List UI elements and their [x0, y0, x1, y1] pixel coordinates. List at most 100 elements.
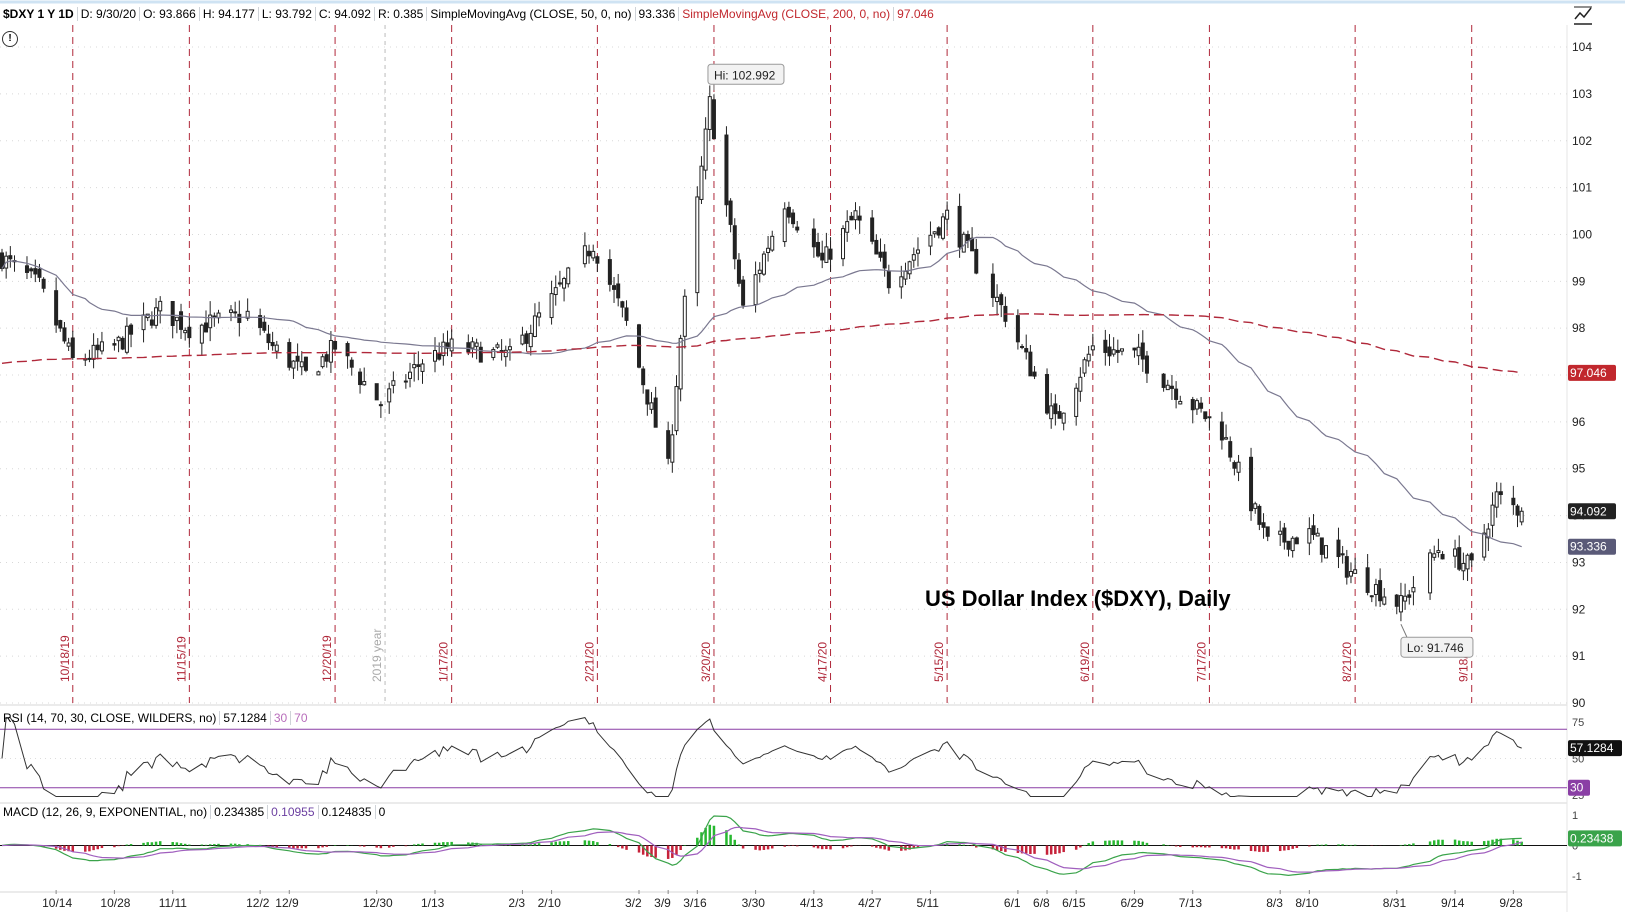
date-readout: D: 9/30/20 — [77, 7, 141, 21]
candle-down — [295, 355, 300, 362]
macd-study-label[interactable]: MACD (12, 26, 9, EXPONENTIAL, no) — [0, 805, 212, 819]
candle-up — [158, 300, 163, 312]
candle-up — [562, 278, 567, 289]
price-tick-label: 104 — [1572, 40, 1592, 54]
rsi-study-label[interactable]: RSI (14, 70, 30, CLOSE, WILDERS, no) — [0, 711, 221, 725]
candle-down — [204, 322, 209, 333]
candle-down — [1319, 537, 1324, 555]
candle-up — [1348, 571, 1353, 577]
candle-up — [1086, 353, 1091, 362]
candle-down — [1365, 567, 1370, 593]
candle-down — [653, 397, 658, 428]
info-icon[interactable]: ! — [2, 31, 18, 47]
candle-down — [1015, 315, 1020, 343]
candle-down — [187, 326, 192, 339]
symbol-label[interactable]: $DXY 1 Y 1D — [0, 7, 78, 21]
candle-up — [699, 165, 704, 200]
candle-up — [1194, 400, 1199, 410]
event-label-group: 2/21/20 — [582, 642, 596, 682]
candle-down — [1249, 456, 1254, 512]
close-badge-box — [1568, 503, 1616, 520]
candle-down — [857, 215, 862, 221]
event-label-group: 4/17/20 — [816, 642, 830, 682]
macd-tick-label: 1 — [1572, 810, 1578, 822]
candle-up — [1461, 562, 1466, 572]
candle-down — [1174, 388, 1179, 400]
sma50-study-value: 93.336 — [635, 7, 680, 21]
candle-up — [116, 336, 121, 342]
candle-down — [557, 282, 562, 285]
sma200-study-label[interactable]: SimpleMovingAvg (CLOSE, 200, 0, no) — [679, 7, 895, 21]
event-label-group: 6/19/20 — [1078, 642, 1092, 682]
candle-down — [1469, 553, 1474, 561]
rsi-low-badge — [1568, 779, 1590, 796]
price-tick-label: 99 — [1572, 274, 1586, 288]
candle-down — [1132, 347, 1137, 351]
candle-up — [824, 246, 829, 263]
lo-callout-box — [1400, 636, 1474, 658]
candle-up — [1398, 595, 1403, 613]
sma200-badge-label: 97.046 — [1570, 366, 1607, 380]
event-label-group: 11/15/19 — [174, 636, 188, 682]
candle-down — [741, 279, 746, 306]
time-axis-label: 9/14 — [1441, 896, 1465, 910]
candle-down — [616, 283, 621, 299]
macd-zero-readout: 0 — [378, 805, 386, 819]
candle-down — [1020, 345, 1025, 348]
candle-down — [1024, 348, 1029, 353]
candle-down — [1261, 522, 1266, 528]
event-label: 7/17/20 — [1194, 642, 1208, 682]
candle-down — [965, 234, 970, 242]
candle-down — [1115, 349, 1120, 353]
candle-down — [1140, 342, 1145, 360]
candle-up — [961, 233, 966, 253]
candle-down — [1045, 374, 1050, 414]
candle-down — [816, 241, 821, 257]
year-marker-label: 2019 year — [370, 629, 384, 682]
candle-down — [333, 340, 338, 350]
candle-down — [129, 324, 134, 335]
candle-up — [274, 344, 279, 352]
candle-down — [37, 268, 42, 278]
candle-up — [328, 340, 333, 363]
rsi-study-value: 57.1284 — [220, 711, 271, 725]
time-axis-label: 8/3 — [1266, 896, 1283, 910]
candle-down — [641, 368, 646, 386]
candle-up — [449, 338, 454, 352]
candle-down — [303, 356, 308, 371]
sma50-badge-label: 93.336 — [1570, 540, 1607, 554]
candle-up — [1486, 528, 1491, 539]
candle-down — [258, 315, 263, 328]
chart-style-icon[interactable] — [1572, 4, 1594, 26]
sma50-line — [1, 236, 1522, 548]
candle-down — [795, 226, 800, 231]
candle-up — [899, 276, 904, 288]
rsi-low-badge-label: 30 — [1570, 781, 1584, 795]
price-tick-label: 100 — [1572, 227, 1592, 241]
sma50-study-label[interactable]: SimpleMovingAvg (CLOSE, 50, 0, no) — [427, 7, 636, 21]
candle-up — [1315, 532, 1320, 537]
candle-down — [957, 205, 962, 248]
candle-down — [886, 270, 891, 289]
time-axis-label: 3/2 — [625, 896, 642, 910]
rsi-value-badge — [1568, 740, 1622, 757]
candle-down — [612, 285, 617, 290]
time-axis-label: 3/30 — [742, 896, 766, 910]
candle-up — [91, 344, 96, 360]
candle-down — [270, 341, 275, 347]
candle-up — [911, 254, 916, 261]
candle-down — [874, 239, 879, 255]
candle-down — [1394, 594, 1399, 607]
price-tick-label: 90 — [1572, 696, 1586, 710]
price-tick-label: 91 — [1572, 649, 1586, 663]
candle-up — [1373, 584, 1378, 595]
sma200-study-value: 97.046 — [897, 7, 934, 21]
candle-up — [753, 274, 758, 306]
event-label: 5/15/20 — [932, 642, 946, 682]
macd-avg-line — [1, 826, 1522, 873]
sma50-badge-box — [1568, 538, 1616, 555]
event-label: 8/21/20 — [1340, 642, 1354, 682]
candle-down — [1336, 539, 1341, 558]
